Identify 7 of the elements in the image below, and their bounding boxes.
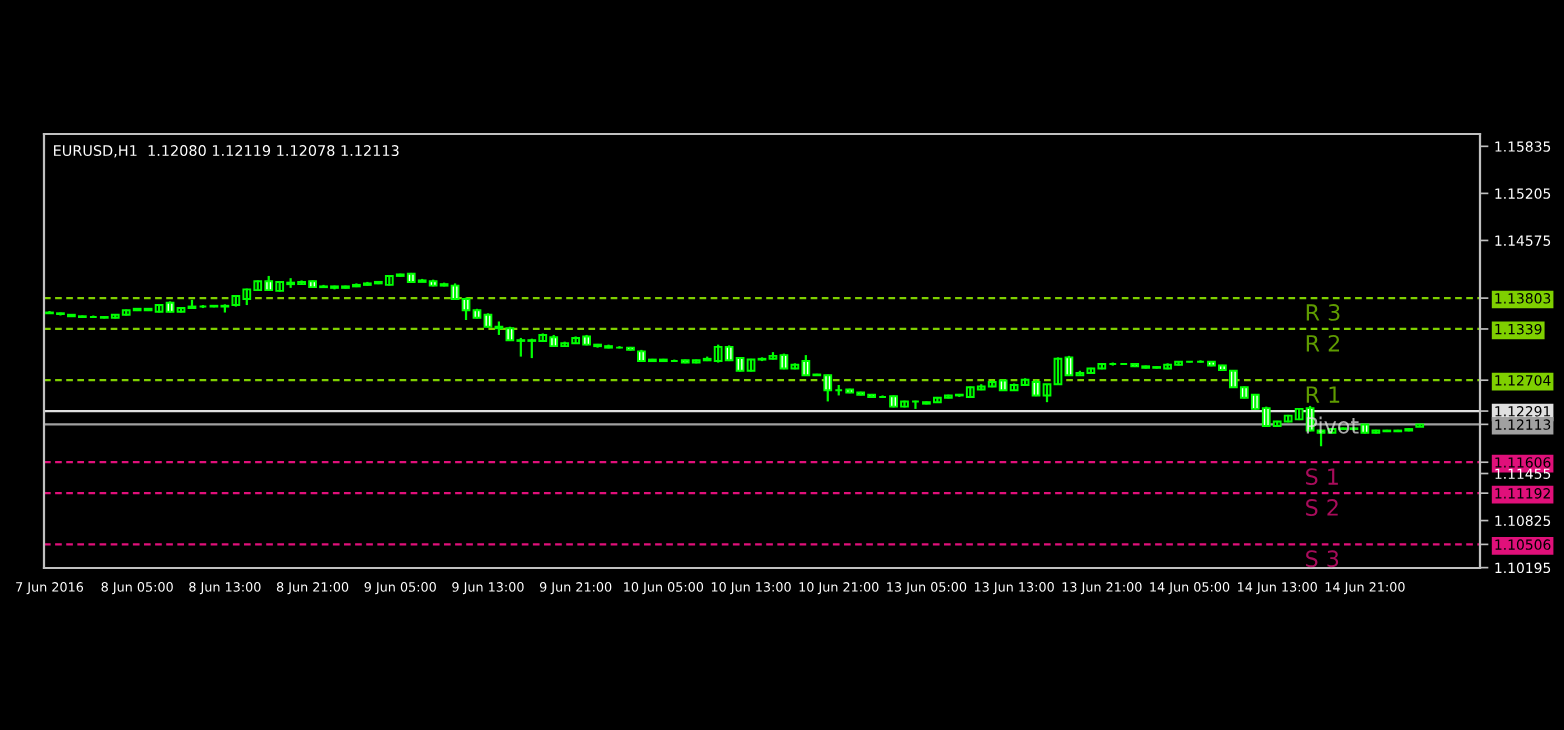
ref-line-label: S 3 bbox=[1306, 550, 1339, 568]
ref-line-label: R 1 bbox=[1306, 386, 1340, 403]
ref-line-label: R 3 bbox=[1306, 304, 1340, 321]
ref-line-label: S 2 bbox=[1306, 499, 1338, 516]
ref-line-label: R 2 bbox=[1306, 334, 1340, 352]
ref-line-label: Pivot bbox=[1306, 416, 1359, 434]
ref-line-label: S 1 bbox=[1306, 468, 1338, 485]
